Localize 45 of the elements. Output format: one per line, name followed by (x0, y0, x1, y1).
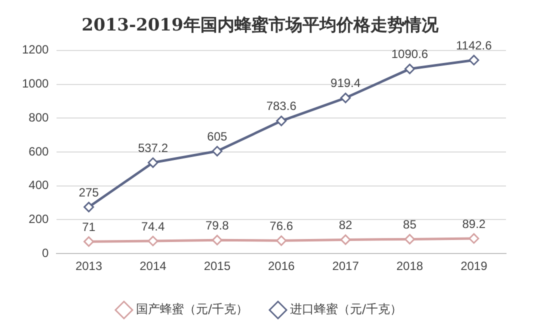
x-tick-label: 2016 (268, 259, 296, 274)
data-label: 275 (78, 185, 100, 200)
data-label: 71 (82, 220, 96, 234)
x-tick-label: 2015 (204, 259, 231, 274)
x-tick-label: 2019 (460, 259, 488, 274)
data-label: 82 (338, 218, 353, 232)
x-tick-label: 2013 (75, 259, 102, 274)
y-tick-label: 600 (28, 144, 50, 158)
point (148, 157, 158, 168)
data-label: 605 (207, 129, 228, 144)
data-label: 919.4 (330, 76, 361, 90)
legend-label: 国产蜂蜜（元/千克） (136, 302, 248, 316)
chart-title: 2013-2019年国内蜂蜜市场平均价格走势情况 (82, 14, 440, 36)
point (404, 234, 415, 244)
y-tick-label: 0 (42, 246, 50, 260)
data-label: 537.2 (138, 140, 168, 155)
point (84, 202, 94, 212)
legend-label: 进口蜂蜜（元/千克） (290, 302, 402, 316)
data-label: 74.4 (141, 219, 165, 234)
point (468, 54, 480, 66)
point (340, 92, 351, 104)
point (84, 236, 94, 247)
y-tick-label: 1000 (22, 76, 50, 91)
point (404, 64, 415, 74)
data-label: 79.8 (205, 218, 230, 232)
point (212, 146, 222, 156)
data-label: 89.2 (462, 216, 486, 231)
y-tick-label: 800 (28, 110, 50, 124)
data-label: 783.6 (266, 99, 297, 114)
y-tick-label: 1200 (22, 42, 50, 57)
y-tick-label: 400 (28, 178, 50, 192)
data-label: 1142.6 (456, 38, 492, 52)
point (212, 234, 222, 246)
point (340, 234, 351, 245)
data-label: 85 (403, 218, 417, 232)
point (148, 236, 158, 246)
x-tick-label: 2017 (332, 259, 360, 274)
y-tick-label: 200 (28, 212, 50, 226)
data-label: 76.6 (270, 218, 294, 233)
data-label: 1090.6 (391, 47, 428, 62)
point (468, 233, 480, 244)
x-tick-label: 2014 (140, 259, 167, 274)
point (276, 235, 287, 246)
x-tick-label: 2018 (396, 259, 424, 274)
point (276, 116, 287, 126)
